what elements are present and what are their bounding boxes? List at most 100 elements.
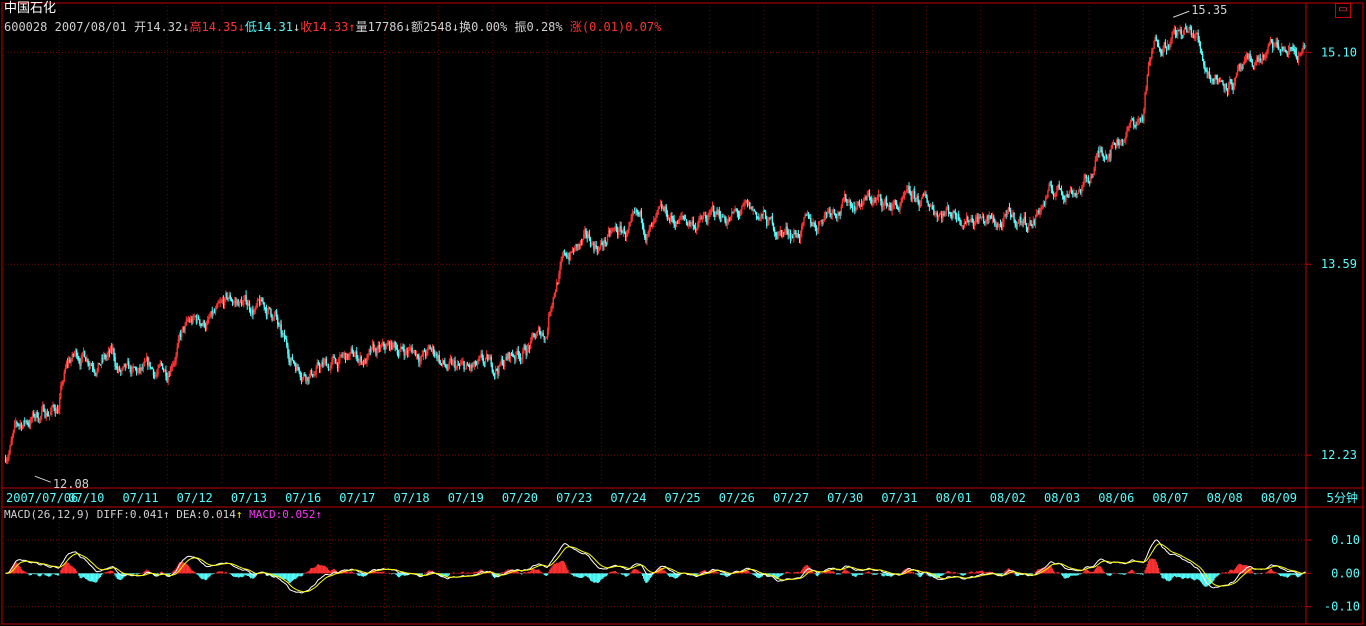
macd-name: MACD(26,12,9) (4, 508, 91, 521)
candle-body (1129, 121, 1132, 127)
candle-body (211, 311, 213, 315)
candle-body (140, 367, 142, 371)
candle-body (802, 222, 804, 226)
candle-body (116, 367, 119, 371)
macd-tick-label: -0.10 (1324, 600, 1360, 614)
candle-body (289, 361, 291, 363)
macd-header: MACD(26,12,9) DIFF:0.041↑ DEA:0.014↑ MAC… (4, 508, 322, 522)
candle-body (315, 368, 317, 375)
candle-body (764, 211, 767, 219)
candle-body (484, 358, 487, 363)
candle-body (172, 365, 174, 368)
candle-body (231, 301, 234, 303)
candle-body (1266, 50, 1268, 54)
candle-body (1111, 143, 1114, 149)
candle-body (514, 356, 516, 360)
candle-body (412, 352, 414, 353)
candle-body (884, 198, 887, 204)
candle-body (1104, 155, 1107, 158)
date-tick-label: 08/08 (1207, 491, 1243, 505)
candle-body (919, 203, 922, 207)
dea-value: 0.014 (202, 508, 236, 521)
candle-body (142, 365, 145, 370)
candle-body (70, 361, 72, 363)
candle-body (633, 211, 636, 213)
candle-body (763, 210, 766, 212)
candle-body (611, 230, 613, 232)
date-tick-label: 07/23 (556, 491, 592, 505)
candle-body (1130, 118, 1133, 122)
candle-body (1044, 197, 1047, 205)
candle-body (749, 202, 751, 209)
candle-body (666, 213, 669, 220)
candle-body (754, 211, 757, 213)
down-arrow-icon: ↓ (292, 20, 301, 34)
candle-body (1235, 72, 1238, 78)
candle-body (1026, 227, 1029, 230)
candle-body (1006, 210, 1008, 216)
candle-body (1278, 49, 1281, 51)
candle-body (1180, 29, 1182, 36)
candle-body (1116, 140, 1118, 148)
candle-body (798, 236, 801, 240)
candle-body (1034, 216, 1037, 225)
candle-body (449, 358, 452, 362)
turnover-value: 0.00% (471, 20, 508, 34)
candle-body (572, 249, 575, 253)
candle-body (301, 377, 304, 381)
stock-name: 中国石化 (4, 1, 57, 16)
candle-body (414, 350, 417, 356)
candle-body (510, 353, 513, 355)
candle-body (928, 205, 931, 207)
candle-body (820, 220, 822, 222)
candle-body (1185, 27, 1187, 29)
candle-body (1051, 188, 1054, 194)
candle-body (130, 366, 132, 374)
candle-body (10, 440, 12, 446)
candle-body (42, 405, 44, 411)
candle-body (164, 369, 166, 372)
candle-body (238, 301, 241, 307)
candle-body (1215, 74, 1217, 80)
candle-body (469, 365, 471, 369)
candle-body (17, 423, 19, 425)
candle-body (1249, 53, 1251, 59)
candle-body (708, 213, 710, 218)
candle-body (1265, 53, 1267, 58)
candle-body (161, 363, 164, 370)
candle-body (778, 231, 780, 235)
candle-body (1243, 60, 1246, 64)
candle-body (500, 358, 503, 364)
candle-body (543, 336, 545, 341)
candle-body (1066, 194, 1068, 196)
candle-body (48, 414, 51, 417)
candle-body (692, 220, 695, 227)
candle-body (12, 429, 15, 436)
candle-body (482, 357, 484, 363)
candle-body (516, 350, 518, 352)
candle-body (1154, 37, 1156, 42)
candle-body (790, 236, 793, 239)
candle-body (124, 363, 126, 368)
candle-body (403, 349, 405, 356)
candle-body (982, 216, 985, 222)
candle-body (1085, 174, 1088, 179)
candle-body (1078, 189, 1081, 193)
candle-body (41, 410, 43, 417)
candle-body (112, 348, 114, 351)
macd-axis: 0.10 0.00 -0.10 (1306, 533, 1360, 614)
candle-body (910, 193, 912, 200)
candle-body (869, 197, 872, 200)
candle-body (272, 317, 274, 320)
candle-body (729, 216, 732, 221)
candle-body (79, 361, 81, 366)
candle-body (64, 367, 67, 373)
candle-body (889, 205, 891, 207)
window-restore-icon[interactable]: ▭ (1335, 3, 1351, 18)
candle-body (1196, 32, 1198, 34)
candle-body (679, 218, 681, 220)
candle-body (87, 359, 89, 364)
candle-body (702, 215, 705, 219)
candle-body (865, 196, 867, 200)
annotation-label: 15.35 (1191, 3, 1227, 17)
